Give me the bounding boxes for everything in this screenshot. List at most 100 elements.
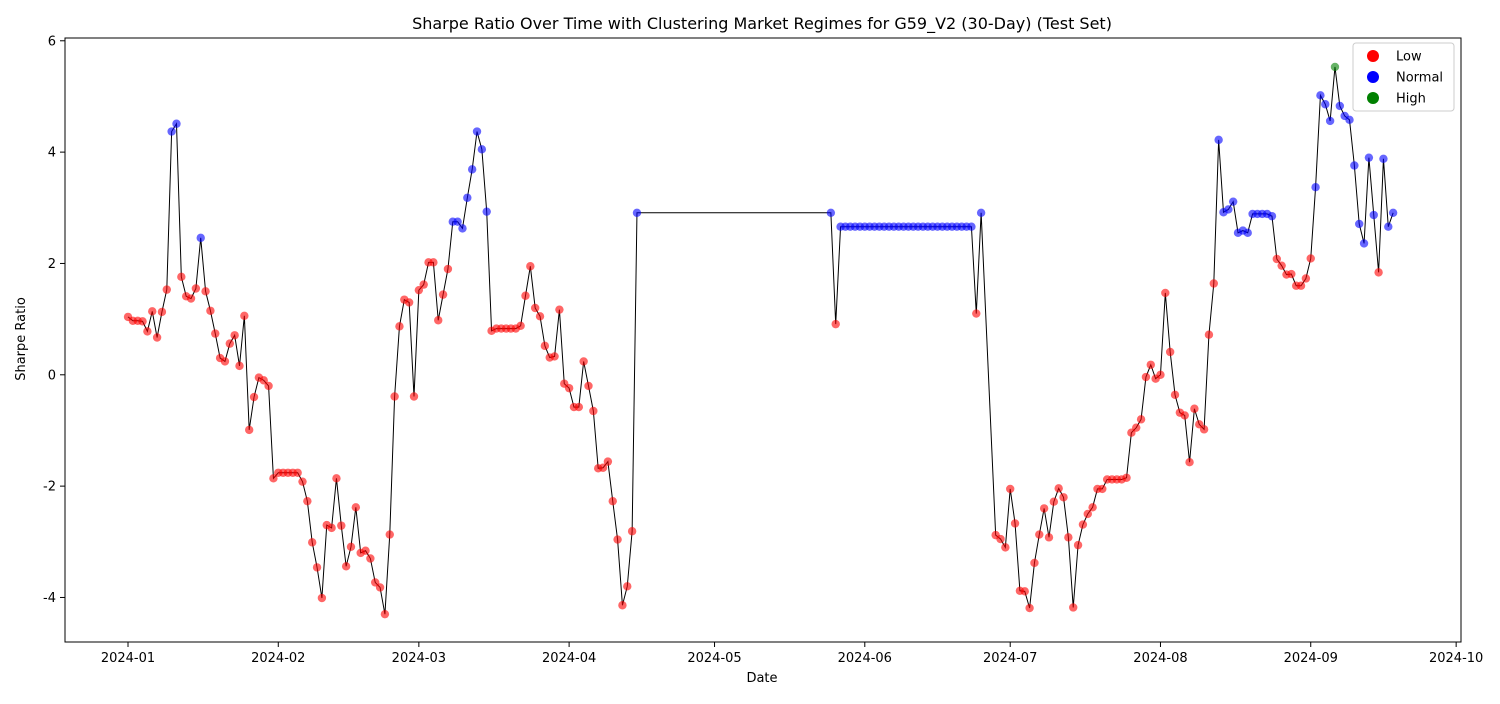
sharpe-ratio-line xyxy=(127,66,1394,615)
data-point-normal xyxy=(1243,228,1252,238)
data-point-normal xyxy=(1364,153,1374,162)
data-point-low xyxy=(317,593,327,603)
legend-marker-high xyxy=(1367,92,1379,104)
x-tick-label: 2024-05 xyxy=(687,651,741,666)
data-point-low xyxy=(1132,423,1141,432)
legend-marker-normal xyxy=(1367,71,1379,83)
data-point-low xyxy=(1039,504,1049,513)
data-point-low xyxy=(1030,558,1039,568)
plot-frame xyxy=(64,37,1462,643)
data-point-low xyxy=(1049,497,1059,506)
data-point-normal xyxy=(1379,154,1388,163)
data-point-normal xyxy=(1311,182,1320,192)
data-point-normal xyxy=(1335,101,1345,111)
data-point-low xyxy=(409,392,419,401)
data-point-low xyxy=(1296,281,1306,290)
data-point-normal xyxy=(1224,205,1233,214)
data-point-low xyxy=(138,317,147,326)
x-tick-label: 2024-03 xyxy=(392,651,446,666)
data-point-low xyxy=(143,327,152,336)
data-point-low xyxy=(584,381,593,391)
data-point-normal xyxy=(172,119,181,128)
data-point-low xyxy=(1146,360,1155,369)
data-point-low xyxy=(1156,370,1165,379)
data-point-low xyxy=(240,311,249,320)
data-point-normal xyxy=(477,145,487,154)
data-point-low xyxy=(1272,254,1282,264)
data-point-low xyxy=(1190,404,1199,413)
axes: 2024-01 2024-02 2024-03 2024-04 2024-05 2024-… xyxy=(43,34,1483,666)
data-point-low xyxy=(385,530,394,539)
data-point-low xyxy=(375,583,385,592)
data-point-normal xyxy=(1359,239,1369,248)
y-tick-label: -2 xyxy=(43,480,56,495)
data-point-low xyxy=(613,535,622,544)
data-point-low xyxy=(579,357,588,366)
data-point-low xyxy=(1073,540,1083,550)
data-point-normal xyxy=(1388,208,1398,217)
data-point-normal xyxy=(1267,211,1277,221)
data-point-normal xyxy=(1350,161,1359,170)
data-point-low xyxy=(535,312,545,321)
data-point-low xyxy=(361,546,370,555)
data-point-low xyxy=(380,609,390,619)
data-point-low xyxy=(996,534,1005,544)
x-tick-label: 2024-01 xyxy=(101,651,155,666)
data-point-normal xyxy=(1345,115,1354,125)
data-point-low xyxy=(211,329,220,338)
legend-label-normal: Normal xyxy=(1396,71,1443,86)
data-point-low xyxy=(341,562,351,571)
data-point-low xyxy=(1136,415,1146,424)
data-point-low xyxy=(303,496,312,506)
x-tick-label: 2024-07 xyxy=(983,651,1037,666)
data-point-low xyxy=(1122,473,1131,482)
data-point-low xyxy=(1088,503,1097,512)
data-point-normal xyxy=(632,208,642,217)
x-tick-label: 2024-04 xyxy=(542,651,596,666)
data-point-low xyxy=(346,542,356,552)
data-point-low xyxy=(1001,543,1010,552)
legend-marker-low xyxy=(1367,50,1379,62)
data-point-low xyxy=(1204,330,1214,339)
x-tick-label: 2024-06 xyxy=(838,651,892,666)
data-point-low xyxy=(1025,603,1034,613)
data-point-low xyxy=(1185,457,1194,467)
data-point-low xyxy=(1301,274,1311,283)
data-point-normal xyxy=(967,222,976,231)
data-point-low xyxy=(1044,533,1054,542)
data-point-normal xyxy=(472,127,482,136)
data-point-low xyxy=(1170,390,1180,400)
data-point-low xyxy=(608,496,617,506)
data-point-low xyxy=(390,392,399,401)
data-point-low xyxy=(1161,288,1170,298)
data-point-normal xyxy=(453,217,462,226)
data-point-low xyxy=(404,298,414,307)
data-point-normal xyxy=(1316,91,1325,100)
data-point-low xyxy=(623,582,632,591)
data-point-low xyxy=(177,272,186,282)
data-point-low xyxy=(550,352,559,361)
data-point-low xyxy=(1165,347,1175,357)
data-point-low xyxy=(564,383,574,393)
y-tick-label: 0 xyxy=(48,368,56,383)
series-line-layer xyxy=(127,66,1394,615)
x-tick-label: 2024-09 xyxy=(1284,651,1338,666)
data-point-low xyxy=(1059,493,1068,502)
data-point-normal xyxy=(1369,210,1378,220)
data-point-low xyxy=(598,463,608,472)
data-point-low xyxy=(206,306,215,315)
data-point-low xyxy=(264,381,273,391)
data-point-low xyxy=(530,303,540,313)
data-point-low xyxy=(298,477,307,486)
data-point-low xyxy=(1277,261,1286,270)
y-tick-label: 4 xyxy=(48,146,56,161)
data-point-low xyxy=(1064,533,1073,542)
data-point-low xyxy=(972,309,981,318)
data-point-low xyxy=(429,258,438,267)
data-point-low xyxy=(1020,587,1029,596)
data-point-low xyxy=(148,307,157,316)
data-point-low xyxy=(1141,372,1151,382)
data-point-normal xyxy=(463,193,472,202)
